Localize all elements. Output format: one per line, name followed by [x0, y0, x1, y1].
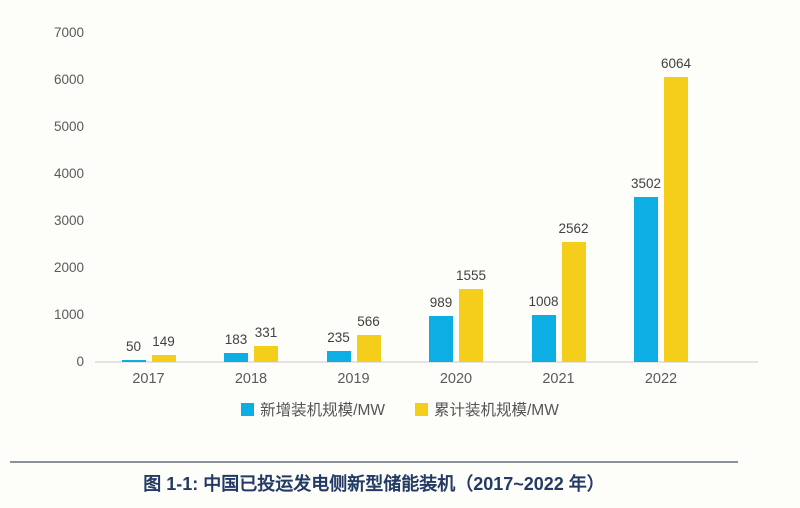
- x-axis-label-2017: 2017: [132, 371, 165, 387]
- bar-cumulative-2022: [664, 76, 688, 362]
- legend-item-cumulative-capacity: 累计装机规模/MW: [415, 398, 559, 420]
- value-label-cumulative-2018: 331: [254, 325, 278, 341]
- value-label-cumulative-2022: 6064: [660, 55, 692, 71]
- value-label-new-2019: 235: [327, 329, 350, 345]
- value-label-cumulative-2021: 2562: [558, 220, 589, 236]
- bar-new-2018: [224, 353, 248, 362]
- y-axis-tick-label: 1000: [53, 307, 84, 322]
- x-axis-line: [95, 361, 758, 363]
- bar-cumulative-2021: [561, 241, 586, 362]
- y-axis-tick-label: 4000: [53, 166, 84, 181]
- bar-cumulative-2018: [254, 346, 278, 362]
- legend: 新增装机规模/MW 累计装机规模/MW: [0, 398, 800, 420]
- x-axis-label-2019: 2019: [337, 371, 370, 387]
- bar-new-2020: [429, 315, 453, 362]
- bar-new-2019: [326, 350, 351, 362]
- legend-label-cumulative-capacity: 累计装机规模/MW: [434, 402, 559, 419]
- value-label-new-2020: 989: [429, 294, 453, 310]
- x-axis-label-2018: 2018: [234, 371, 268, 387]
- value-label-cumulative-2020: 1555: [455, 267, 487, 283]
- x-axis-label-2022: 2022: [644, 371, 678, 387]
- y-axis-tick-label: 5000: [53, 119, 84, 134]
- value-label-new-2017: 50: [125, 338, 142, 354]
- y-axis-tick-label: 7000: [53, 25, 84, 40]
- legend-label-new-capacity: 新增装机规模/MW: [260, 402, 385, 419]
- x-axis-label-2020: 2020: [439, 371, 473, 387]
- x-axis-label-2021: 2021: [542, 371, 575, 387]
- figure-caption: 图 1-1: 中国已投运发电侧新型储能装机（2017~2022 年）: [143, 474, 605, 494]
- y-axis-tick-label: 3000: [53, 213, 84, 228]
- bar-cumulative-2017: [151, 354, 176, 362]
- bar-cumulative-2020: [459, 288, 483, 362]
- legend-item-new-capacity: 新增装机规模/MW: [241, 398, 385, 420]
- legend-swatch-new-capacity-icon: [241, 402, 255, 416]
- value-label-new-2021: 1008: [528, 293, 559, 309]
- value-label-new-2018: 183: [224, 332, 248, 348]
- value-label-cumulative-2019: 566: [357, 314, 380, 330]
- bar-new-2022: [634, 197, 658, 362]
- bar-new-2017: [121, 359, 146, 362]
- legend-swatch-cumulative-capacity-icon: [415, 402, 428, 416]
- bar-cumulative-2019: [356, 335, 381, 362]
- y-axis-tick-label: 2000: [53, 260, 84, 275]
- y-axis-tick-label: 6000: [53, 72, 84, 87]
- value-label-new-2022: 3502: [630, 176, 662, 192]
- y-axis-tick-label: 0: [76, 354, 84, 369]
- value-label-cumulative-2017: 149: [152, 333, 175, 349]
- caption-divider-line: [10, 461, 738, 463]
- bar-new-2021: [531, 314, 556, 362]
